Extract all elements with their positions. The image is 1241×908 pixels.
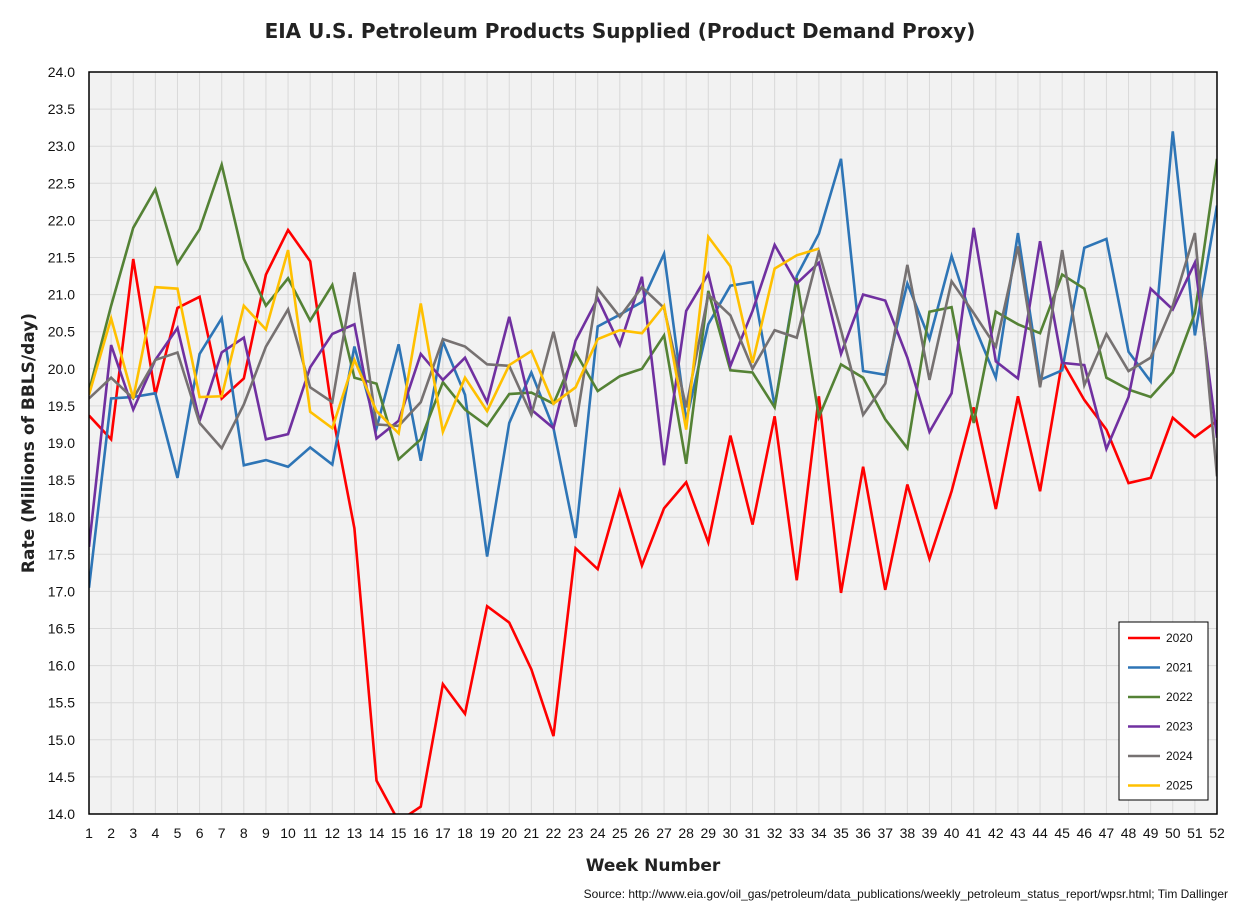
x-tick-label: 32: [767, 825, 783, 841]
y-tick-label: 15.5: [48, 695, 75, 711]
legend: 2020 2021 2022 2023 2024 2025: [1118, 621, 1209, 801]
x-tick-label: 3: [129, 825, 137, 841]
x-tick-label: 36: [855, 825, 871, 841]
y-tick-label: 14.0: [48, 806, 75, 822]
y-tick-label: 16.5: [48, 621, 75, 637]
plot-border: [88, 71, 1218, 815]
legend-label-2022: 2022: [1166, 690, 1193, 704]
x-tick-label: 20: [501, 825, 517, 841]
y-tick-label: 23.0: [48, 138, 75, 154]
x-tick-label: 34: [811, 825, 827, 841]
x-tick-label: 10: [280, 825, 296, 841]
x-tick-label: 40: [944, 825, 960, 841]
x-tick-label: 48: [1121, 825, 1137, 841]
x-tick-label: 50: [1165, 825, 1181, 841]
source-note: Source: http://www.eia.gov/oil_gas/petro…: [584, 887, 1228, 901]
y-tick-label: 18.5: [48, 472, 75, 488]
x-tick-label: 2: [107, 825, 115, 841]
x-tick-label: 18: [457, 825, 473, 841]
legend-label-2021: 2021: [1166, 661, 1193, 675]
legend-label-2020: 2020: [1166, 631, 1193, 645]
y-axis-label: Rate (Millions of BBLS/day): [19, 313, 39, 573]
x-tick-label: 43: [1010, 825, 1026, 841]
x-tick-label: 19: [479, 825, 495, 841]
x-tick-label: 7: [218, 825, 226, 841]
y-tick-label: 21.0: [48, 287, 75, 303]
x-tick-label: 27: [656, 825, 672, 841]
y-tick-label: 22.0: [48, 212, 75, 228]
y-tick-label: 24.0: [48, 64, 75, 80]
x-tick-label: 26: [634, 825, 650, 841]
chart-title: EIA U.S. Petroleum Products Supplied (Pr…: [265, 19, 976, 43]
x-tick-label: 28: [678, 825, 694, 841]
x-tick-label: 6: [196, 825, 204, 841]
y-tick-label: 21.5: [48, 250, 75, 266]
legend-label-2023: 2023: [1166, 720, 1193, 734]
x-tick-label: 44: [1032, 825, 1048, 841]
x-tick-label: 39: [922, 825, 938, 841]
x-tick-label: 29: [701, 825, 717, 841]
y-tick-label: 19.5: [48, 398, 75, 414]
x-tick-label: 38: [900, 825, 916, 841]
x-tick-label: 9: [262, 825, 270, 841]
x-tick-label: 47: [1099, 825, 1115, 841]
x-tick-label: 37: [877, 825, 893, 841]
x-tick-label: 46: [1077, 825, 1093, 841]
y-tick-label: 19.0: [48, 435, 75, 451]
x-tick-label: 15: [391, 825, 407, 841]
x-tick-label: 16: [413, 825, 429, 841]
x-tick-label: 33: [789, 825, 805, 841]
y-tick-label: 14.5: [48, 769, 75, 785]
series-line-2020: [89, 227, 1217, 814]
x-tick-label: 31: [745, 825, 761, 841]
x-tick-label: 51: [1187, 825, 1203, 841]
x-tick-label: 12: [325, 825, 341, 841]
x-tick-label: 24: [590, 825, 606, 841]
x-tick-label: 11: [303, 825, 318, 841]
x-tick-label: 42: [988, 825, 1004, 841]
y-tick-label: 15.0: [48, 732, 75, 748]
x-tick-label: 25: [612, 825, 628, 841]
y-tick-label: 20.0: [48, 361, 75, 377]
legend-label-2025: 2025: [1166, 779, 1193, 793]
x-tick-label: 41: [966, 825, 982, 841]
x-tick-label: 1: [85, 825, 93, 841]
y-tick-label: 17.0: [48, 583, 75, 599]
x-axis-label: Week Number: [586, 856, 721, 876]
x-tick-label: 22: [546, 825, 562, 841]
x-tick-label: 52: [1209, 825, 1225, 841]
x-tick-label: 30: [723, 825, 739, 841]
y-tick-label: 23.5: [48, 101, 75, 117]
x-tick-label: 14: [369, 825, 385, 841]
x-tick-label: 17: [435, 825, 451, 841]
series-line-2025: [89, 233, 820, 437]
x-tick-label: 8: [240, 825, 248, 841]
x-tick-label: 13: [347, 825, 363, 841]
legend-label-2024: 2024: [1166, 749, 1193, 763]
x-tick-label: 49: [1143, 825, 1159, 841]
x-tick-label: 21: [524, 825, 540, 841]
series-line-2024: [89, 232, 1217, 477]
y-tick-label: 22.5: [48, 175, 75, 191]
x-tick-label: 23: [568, 825, 584, 841]
x-tick-label: 45: [1054, 825, 1070, 841]
y-tick-label: 17.5: [48, 546, 75, 562]
y-tick-label: 20.5: [48, 324, 75, 340]
y-tick-label: 16.0: [48, 658, 75, 674]
y-tick-label: 18.0: [48, 509, 75, 525]
x-tick-label: 4: [151, 825, 159, 841]
x-tick-label: 35: [833, 825, 849, 841]
x-tick-label: 5: [174, 825, 182, 841]
